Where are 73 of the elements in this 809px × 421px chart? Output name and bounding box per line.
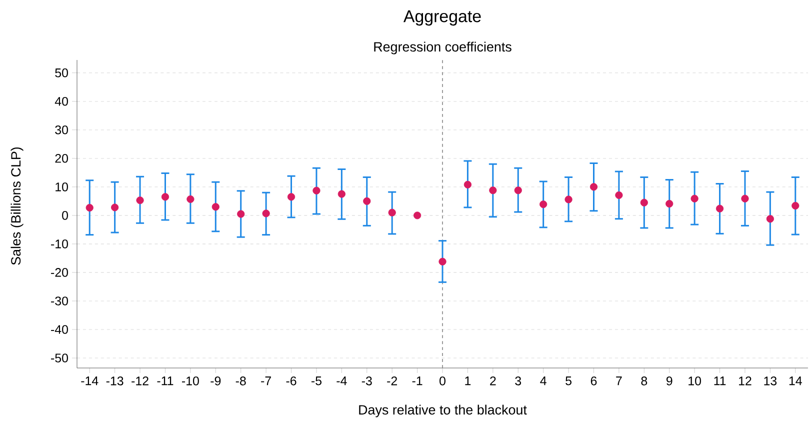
x-tick-label: -3 <box>362 376 372 386</box>
x-axis-title: Days relative to the blackout <box>359 404 527 418</box>
point <box>312 187 320 195</box>
x-tick-label: 13 <box>764 376 777 386</box>
point <box>766 215 774 223</box>
x-tick-label: -12 <box>132 376 148 386</box>
point <box>464 181 472 189</box>
x-tick-label: -11 <box>157 376 174 386</box>
point <box>338 190 346 198</box>
point <box>540 200 548 208</box>
x-tick-label: 6 <box>590 376 597 386</box>
point <box>666 200 674 208</box>
chart-subtitle: Regression coefficients <box>374 42 512 54</box>
x-tick-label: 10 <box>688 376 702 386</box>
x-tick-label: 8 <box>641 376 648 386</box>
chart-title: Aggregate <box>403 10 481 26</box>
point <box>136 196 144 204</box>
point <box>438 258 446 266</box>
x-tick-label: -8 <box>236 376 246 386</box>
point <box>741 195 749 203</box>
y-tick-label: -10 <box>51 240 68 249</box>
point <box>716 204 724 213</box>
point <box>111 204 119 212</box>
y-tick-label: -50 <box>51 354 68 363</box>
x-tick-label: 2 <box>490 376 496 386</box>
y-tick-label: -40 <box>51 325 68 334</box>
point <box>615 192 623 200</box>
y-tick-label: 40 <box>54 97 68 106</box>
y-tick-label: -30 <box>51 296 68 306</box>
x-tick-label: 11 <box>714 376 726 386</box>
x-tick-label: 1 <box>465 376 471 386</box>
x-tick-label: -14 <box>81 376 98 386</box>
point <box>262 210 270 218</box>
point <box>388 208 396 217</box>
x-tick-label: -13 <box>106 376 124 386</box>
x-tick-label: 5 <box>566 376 572 386</box>
x-tick-label: -9 <box>210 376 221 386</box>
point <box>161 193 170 201</box>
y-tick-label: 20 <box>55 154 68 163</box>
point <box>514 186 522 194</box>
point <box>86 204 94 212</box>
point <box>489 186 497 194</box>
point <box>640 198 648 207</box>
point <box>287 193 296 201</box>
y-tick-label: -20 <box>51 268 68 278</box>
x-tick-label: -2 <box>387 376 397 386</box>
x-tick-label: 0 <box>440 376 446 386</box>
x-tick-label: -4 <box>336 376 347 386</box>
point <box>363 198 371 206</box>
y-tick-label: 0 <box>62 211 68 220</box>
x-tick-label: -6 <box>286 376 296 386</box>
y-tick-label: 30 <box>55 126 68 134</box>
point <box>690 195 698 203</box>
point <box>414 212 422 220</box>
point <box>186 196 194 204</box>
x-tick-label: 14 <box>789 376 802 386</box>
x-tick-label: -1 <box>412 376 422 386</box>
x-tick-label: 4 <box>540 376 546 386</box>
x-tick-label: 7 <box>616 376 622 386</box>
x-tick-label: -7 <box>261 376 271 386</box>
y-tick-label: 50 <box>55 68 68 78</box>
x-tick-label: -5 <box>311 376 322 386</box>
point <box>590 183 598 191</box>
x-tick-label: 9 <box>666 376 672 386</box>
x-tick-label: 3 <box>515 376 522 386</box>
point <box>564 196 572 204</box>
point <box>212 203 220 211</box>
point <box>237 210 245 218</box>
x-tick-label: -10 <box>182 376 199 386</box>
y-tick-label: 10 <box>56 182 68 192</box>
x-tick-label: 12 <box>739 376 752 386</box>
y-axis-title: Sales (Billions CLP) <box>10 148 24 266</box>
point <box>792 202 800 210</box>
